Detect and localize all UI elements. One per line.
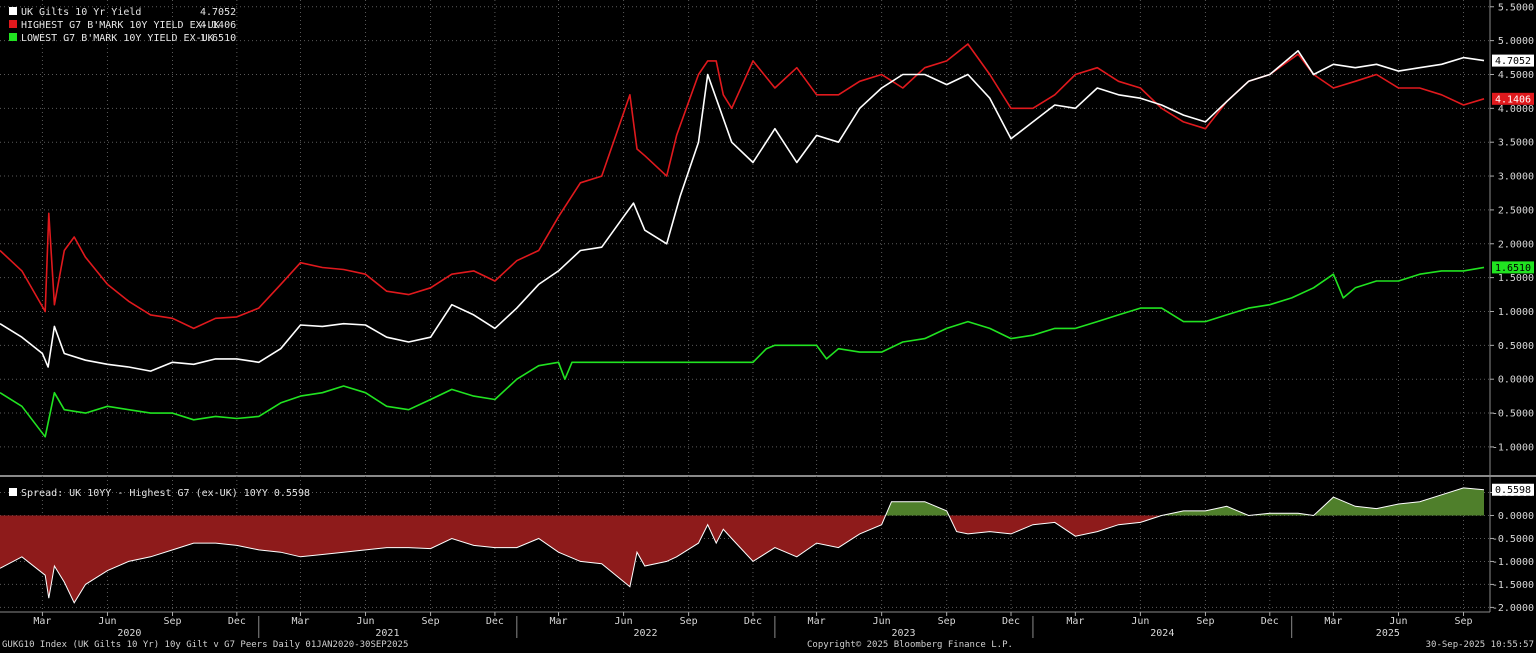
x-tick-label: Sep [422,616,440,627]
y-tick-label: 2.5000 [1498,205,1534,216]
x-tick-label: Sep [938,616,956,627]
last-value-tag-low: 1.6510 [1495,263,1531,274]
y-tick-label: 5.5000 [1498,2,1534,13]
x-tick-label: Dec [228,616,246,627]
series-line-lowest-g7 [0,266,1485,438]
x-year-label: 2023 [892,628,916,639]
y-tick-label: -0.5000 [1492,534,1534,545]
x-tick-label: Mar [808,616,826,627]
x-tick-label: Sep [1196,616,1214,627]
legend-value: 4.7052 [200,7,236,18]
y-tick-label: 0.5000 [1498,341,1534,352]
last-value-tag-high-bg [1492,92,1534,105]
x-tick-label: Mar [1324,616,1342,627]
legend-swatch [9,7,17,15]
x-tick-label: Jun [98,616,116,627]
y-tick-label: 4.0000 [1498,104,1534,115]
legend-value: 1.6510 [200,33,236,44]
last-value-tag-uk: 4.7052 [1495,56,1531,67]
y-tick-label: -1.0000 [1492,557,1534,568]
footer-timestamp: 30-Sep-2025 10:55:57 [1425,640,1534,650]
series-line-uk-gilt [0,50,1485,372]
spread-line [0,487,1485,604]
footer-source: GUKG10 Index (UK Gilts 10 Yr) 10y Gilt v… [2,640,409,650]
last-value-tag-spread: 0.5598 [1495,485,1531,496]
legend-swatch [9,20,17,28]
x-tick-label: Dec [744,616,762,627]
x-year-label: 2021 [375,628,399,639]
last-value-tag-spread-bg [1492,483,1534,496]
x-year-label: 2024 [1150,628,1174,639]
x-tick-label: Dec [1002,616,1020,627]
x-year-label: 2022 [633,628,657,639]
y-tick-label: 3.0000 [1498,172,1534,183]
legend-swatch [9,33,17,41]
legend-label: HIGHEST G7 B'MARK 10Y YIELD EX-UK [21,20,220,31]
legend-label: Spread: UK 10YY - Highest G7 (ex-UK) 10Y… [21,488,310,499]
last-value-tag-uk-bg [1492,54,1534,67]
x-tick-label: Mar [291,616,309,627]
x-tick-label: Jun [356,616,374,627]
y-tick-label: -0.5000 [1492,409,1534,420]
y-tick-label: 5.0000 [1498,36,1534,47]
series-line-highest-g7 [0,43,1485,330]
x-year-label: 2020 [117,628,141,639]
legend-label: LOWEST G7 B'MARK 10Y YIELD EX-UK [21,33,214,44]
y-tick-label: 1.0000 [1498,307,1534,318]
last-value-tag-high: 4.1406 [1495,94,1531,105]
y-tick-label: 0.0000 [1498,511,1534,522]
x-tick-label: Jun [1131,616,1149,627]
spread-area-negative [0,515,1484,603]
x-tick-label: Jun [615,616,633,627]
legend-swatch [9,488,17,496]
y-tick-label: -2.0000 [1492,603,1534,614]
y-tick-label: 1.5000 [1498,273,1534,284]
x-tick-label: Mar [1066,616,1084,627]
x-tick-label: Dec [1261,616,1279,627]
y-tick-label: 0.0000 [1498,375,1534,386]
x-tick-label: Sep [163,616,181,627]
legend-label: UK Gilts 10 Yr Yield [21,7,141,18]
footer-copyright: Copyright© 2025 Bloomberg Finance L.P. [807,640,1013,650]
x-tick-label: Dec [486,616,504,627]
x-tick-label: Mar [550,616,568,627]
x-tick-label: Sep [680,616,698,627]
x-tick-label: Jun [1389,616,1407,627]
y-tick-label: 2.0000 [1498,239,1534,250]
spread-area-positive [885,487,1484,516]
y-tick-label: 4.5000 [1498,70,1534,81]
x-tick-label: Mar [33,616,51,627]
legend-value: 4.1406 [200,20,236,31]
y-tick-label: -1.0000 [1492,442,1534,453]
last-value-tag-low-bg [1492,261,1534,274]
y-tick-label: 3.5000 [1498,138,1534,149]
y-tick-label: -1.5000 [1492,580,1534,591]
x-tick-label: Sep [1454,616,1472,627]
x-year-label: 2025 [1376,628,1400,639]
x-tick-label: Jun [873,616,891,627]
